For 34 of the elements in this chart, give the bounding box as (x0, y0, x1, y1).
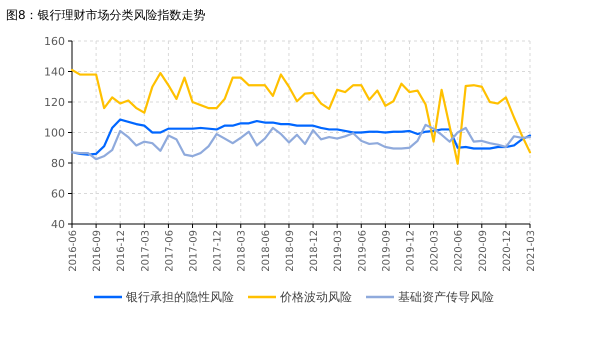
y-tick-label: 80 (51, 157, 65, 170)
x-tick-label: 2018-03 (236, 230, 248, 272)
x-tick-label: 2019-06 (357, 230, 368, 272)
x-tick-label: 2019-09 (381, 230, 392, 272)
x-tick-label: 2016-09 (92, 230, 104, 272)
x-tick-label: 2016-06 (68, 230, 79, 272)
chart-title: 图8：银行理财市场分类风险指数走势 (6, 8, 206, 22)
legend-label: 价格波动风险 (279, 290, 352, 304)
y-tick-label: 60 (51, 188, 65, 200)
x-tick-label: 2020-06 (454, 230, 465, 272)
x-tick-label: 2021-03 (526, 230, 537, 272)
y-tick-label: 120 (44, 96, 65, 109)
legend-label: 银行承担的隐性风险 (125, 290, 234, 304)
y-tick-label: 40 (51, 218, 65, 231)
line-series (70, 124, 532, 160)
x-tick-label: 2017-03 (140, 230, 152, 272)
x-tick-label: 2017-12 (212, 230, 224, 272)
x-tick-label: 2017-09 (188, 230, 200, 272)
x-tick-label: 2020-03 (430, 230, 441, 272)
x-tick-label: 2018-06 (260, 230, 272, 272)
x-tick-label: 2017-06 (164, 230, 176, 272)
line-series (70, 118, 532, 156)
x-tick-label: 2018-12 (309, 230, 320, 272)
x-tick-label: 2016-12 (116, 230, 128, 272)
legend-label: 基础资产传导风险 (398, 290, 494, 304)
y-tick-label: 100 (44, 126, 65, 140)
x-tick-label: 2019-03 (333, 230, 344, 272)
x-tick-label: 2019-12 (405, 230, 416, 272)
x-tick-label: 2020-09 (478, 230, 489, 272)
line-series (70, 68, 532, 165)
x-tick-label: 2020-12 (502, 230, 513, 272)
y-tick-label: 140 (44, 66, 65, 78)
x-tick-label: 2018-09 (284, 230, 296, 272)
y-tick-label: 160 (44, 35, 65, 48)
